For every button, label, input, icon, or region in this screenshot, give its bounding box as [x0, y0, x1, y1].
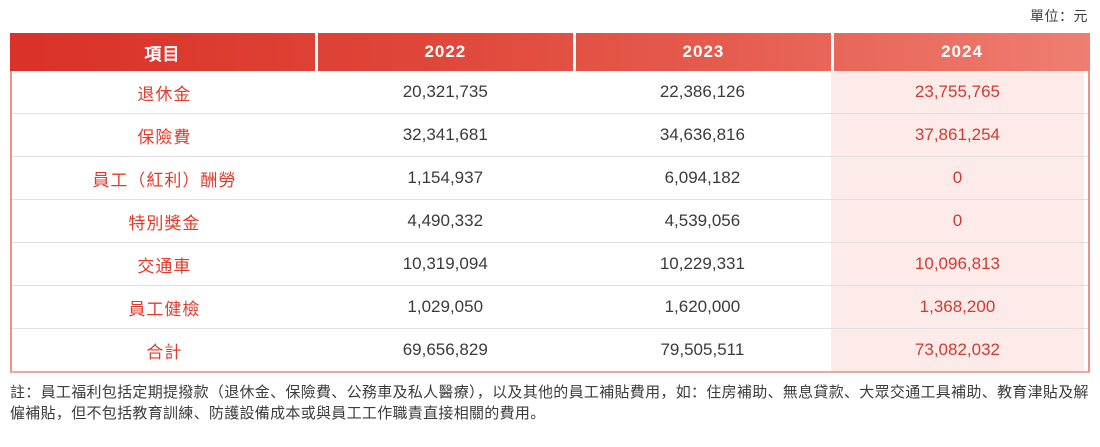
value-2024: 37,861,254	[830, 114, 1084, 156]
value-2023: 10,229,331	[659, 254, 745, 273]
value-2023: 22,386,126	[659, 82, 745, 101]
row-label: 交通車	[137, 256, 192, 276]
value-2024: 0	[830, 200, 1084, 242]
value-2022: 4,490,332	[407, 211, 484, 230]
value-2023: 1,620,000	[664, 297, 741, 316]
table-row-shuttle-bus: 交通車 10,319,094 10,229,331 10,096,813	[12, 243, 1088, 286]
row-label: 保險費	[137, 127, 192, 147]
table-row-bonus-remuneration: 員工（紅利）酬勞 1,154,937 6,094,182 0	[12, 157, 1088, 200]
footnote: 註：員工福利包括定期提撥款（退休金、保險費、公務車及私人醫療），以及其他的員工補…	[10, 384, 1089, 422]
value-2024: 10,096,813	[830, 243, 1084, 285]
value-2022: 20,321,735	[402, 82, 488, 101]
column-header-2023: 2023	[576, 33, 835, 71]
value-2023: 6,094,182	[664, 168, 741, 187]
column-header-2024: 2024	[941, 42, 983, 61]
value-2022: 69,656,829	[402, 340, 488, 359]
value-2023: 4,539,056	[664, 211, 741, 230]
value-2024: 0	[830, 157, 1084, 199]
value-2024: 1,368,200	[830, 286, 1084, 328]
value-2024: 73,082,032	[830, 329, 1084, 371]
table-row-total: 合計 69,656,829 79,505,511 73,082,032	[12, 329, 1088, 371]
employee-benefits-table: 項目 2022 2023 2024 退休金 20,321,735 22,386,…	[10, 33, 1090, 373]
row-label: 員工健檢	[128, 299, 201, 319]
table-row-health-check: 員工健檢 1,029,050 1,620,000 1,368,200	[12, 286, 1088, 329]
row-label: 員工（紅利）酬勞	[92, 170, 237, 190]
table-header-row: 項目 2022 2023 2024	[10, 33, 1090, 71]
value-2024: 23,755,765	[830, 71, 1084, 113]
table-body: 退休金 20,321,735 22,386,126 23,755,765 保險費…	[10, 71, 1090, 373]
value-2022: 10,319,094	[402, 254, 488, 273]
table-row-pension: 退休金 20,321,735 22,386,126 23,755,765	[12, 71, 1088, 114]
value-2023: 79,505,511	[660, 340, 745, 359]
row-label: 退休金	[137, 84, 192, 104]
table-row-special-bonus: 特別獎金 4,490,332 4,539,056 0	[12, 200, 1088, 243]
table-row-insurance: 保險費 32,341,681 34,636,816 37,861,254	[12, 114, 1088, 157]
row-label: 合計	[146, 342, 183, 362]
unit-label: 單位：元	[1030, 8, 1088, 24]
column-header-item: 項目	[10, 33, 318, 71]
value-2022: 32,341,681	[402, 125, 488, 144]
value-2022: 1,154,937	[407, 168, 484, 187]
value-2023: 34,636,816	[659, 125, 745, 144]
column-header-2022: 2022	[318, 33, 576, 71]
row-label: 特別獎金	[128, 213, 201, 233]
value-2022: 1,029,050	[407, 297, 484, 316]
